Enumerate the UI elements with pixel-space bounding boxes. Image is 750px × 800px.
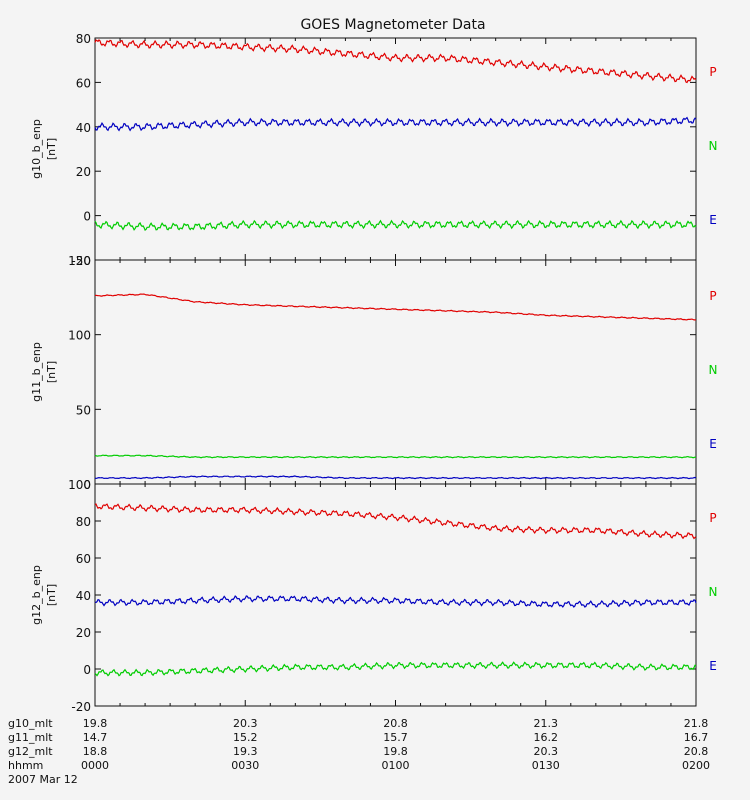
x-row-label: g11_mlt <box>8 731 53 744</box>
legend-label-n: N <box>709 363 718 377</box>
series-line-e <box>94 595 697 608</box>
y-tick-label: 100 <box>68 478 91 492</box>
y-tick-label: 60 <box>76 76 91 90</box>
y-axis-label: g12_b_enp <box>30 565 43 625</box>
x-tick-label: 16.2 <box>534 731 559 744</box>
series-line-e <box>94 475 697 480</box>
x-tick-label: 0030 <box>231 759 259 772</box>
y-tick-label: 100 <box>68 329 91 343</box>
x-tick-label: 19.8 <box>83 717 108 730</box>
y-tick-label: 0 <box>83 478 91 492</box>
x-tick-label: 0100 <box>382 759 410 772</box>
series-line-e <box>94 116 697 132</box>
x-tick-label: 19.3 <box>233 745 258 758</box>
y-tick-label: 60 <box>76 552 91 566</box>
y-axis-unit: [nT] <box>45 138 58 160</box>
x-tick-label: 0130 <box>532 759 560 772</box>
y-axis-label: g10_b_enp <box>30 119 43 179</box>
chart-title: GOES Magnetometer Data <box>300 17 485 33</box>
legend-label-p: P <box>709 289 716 303</box>
y-tick-label: 80 <box>76 515 91 529</box>
legend-label-n: N <box>709 585 718 599</box>
series-line-p <box>94 503 697 540</box>
y-tick-label: -20 <box>71 700 91 714</box>
series-line-n <box>94 454 696 459</box>
y-tick-label: 50 <box>76 403 91 417</box>
x-tick-label: 18.8 <box>83 745 108 758</box>
x-tick-label: 20.8 <box>383 717 408 730</box>
x-tick-label: 0200 <box>682 759 710 772</box>
x-tick-label: 16.7 <box>684 731 709 744</box>
y-axis-unit: [nT] <box>45 361 58 383</box>
y-tick-label: 40 <box>76 589 91 603</box>
y-tick-label: 0 <box>83 663 91 677</box>
x-tick-label: 14.7 <box>83 731 108 744</box>
y-tick-label: 40 <box>76 121 91 135</box>
y-axis-label: g11_b_enp <box>30 342 43 402</box>
x-tick-label: 19.8 <box>383 745 408 758</box>
legend-label-p: P <box>709 511 716 525</box>
x-tick-label: 21.8 <box>684 717 709 730</box>
legend-label-e: E <box>709 437 717 451</box>
y-axis-unit: [nT] <box>45 584 58 606</box>
y-tick-label: 80 <box>76 32 91 46</box>
y-tick-label: -20 <box>71 254 91 268</box>
date-label: 2007 Mar 12 <box>8 773 78 786</box>
x-tick-label: 20.8 <box>684 745 709 758</box>
series-line-n <box>94 661 697 677</box>
legend-label-e: E <box>709 213 717 227</box>
series-line-p <box>94 293 697 321</box>
series-line-n <box>94 219 697 232</box>
legend-label-p: P <box>709 65 716 79</box>
y-tick-label: 20 <box>76 626 91 640</box>
x-tick-label: 0000 <box>81 759 109 772</box>
x-tick-label: 20.3 <box>233 717 258 730</box>
panel-1: -20 0 20 40 60 80 g10_b_enp [nT] P N E <box>30 32 717 268</box>
x-tick-label: 15.2 <box>233 731 258 744</box>
series-line-p <box>94 39 697 84</box>
x-tick-label: 21.3 <box>534 717 559 730</box>
x-row-label: g12_mlt <box>8 745 53 758</box>
y-tick-label: 20 <box>76 165 91 179</box>
legend-label-e: E <box>709 659 717 673</box>
y-tick-label: 0 <box>83 210 91 224</box>
panel-3: -20 0 20 40 60 80 100 g12_b_enp [nT] P N E <box>30 478 717 714</box>
legend-label-n: N <box>709 139 718 153</box>
y-tick-label: 150 <box>68 254 91 268</box>
x-row-label: g10_mlt <box>8 717 53 730</box>
x-row-label: hhmm <box>8 759 43 772</box>
x-tick-label: 20.3 <box>534 745 559 758</box>
x-axis-table: g10_mlt 19.8 20.3 20.8 21.3 21.8 g11_mlt 14.7 15… <box>8 717 710 786</box>
x-tick-label: 15.7 <box>383 731 408 744</box>
